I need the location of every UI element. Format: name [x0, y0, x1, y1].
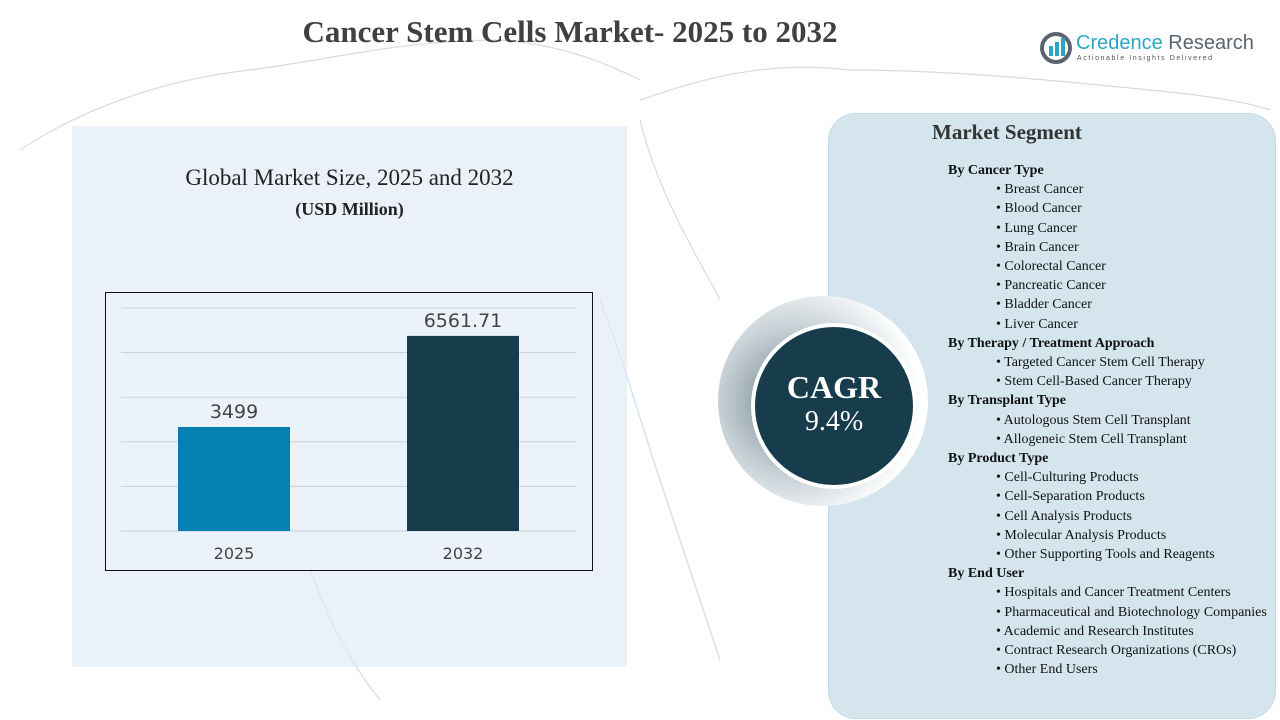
- segment-item: • Liver Cancer: [996, 316, 1078, 332]
- segment-heading: By Product Type: [948, 451, 1049, 467]
- logo-icon: [1040, 32, 1072, 64]
- segment-item: • Other Supporting Tools and Reagents: [996, 547, 1215, 563]
- segment-item: • Brain Cancer: [996, 239, 1079, 255]
- segment-item: • Allogeneic Stem Cell Transplant: [996, 431, 1187, 447]
- cagr-label: CAGR: [786, 369, 882, 405]
- segment-item: • Pancreatic Cancer: [996, 278, 1106, 294]
- segment-item: • Contract Research Organizations (CROs): [996, 643, 1237, 659]
- x-tick-label: 2032: [443, 544, 484, 563]
- segment-item: • Academic and Research Institutes: [996, 623, 1194, 639]
- segment-item: • Cell-Separation Products: [996, 489, 1145, 505]
- logo-name: Credence: [1076, 32, 1163, 54]
- bar-2025: [178, 426, 290, 531]
- segment-item: • Breast Cancer: [996, 182, 1084, 198]
- segment-item: • Stem Cell-Based Cancer Therapy: [996, 374, 1192, 390]
- segment-item: • Targeted Cancer Stem Cell Therapy: [996, 355, 1205, 371]
- segment-item: • Bladder Cancer: [996, 297, 1092, 313]
- segment-item: • Cell Analysis Products: [996, 508, 1132, 524]
- data-label: 6561.71: [424, 310, 503, 332]
- segment-title: Market Segment: [932, 120, 1082, 144]
- bar-2032: [407, 335, 519, 531]
- segment-heading: By End User: [948, 566, 1025, 582]
- segment-item: • Hospitals and Cancer Treatment Centers: [996, 585, 1231, 601]
- segment-heading: By Therapy / Treatment Approach: [948, 335, 1155, 351]
- bar-chart: 3499 2025 6561.71 2032: [105, 292, 593, 571]
- segment-item: • Blood Cancer: [996, 201, 1082, 217]
- segment-heading: By Cancer Type: [948, 163, 1044, 178]
- segment-item: • Cell-Culturing Products: [996, 470, 1139, 486]
- chart-title: Global Market Size, 2025 and 2032: [185, 165, 514, 190]
- segment-item: • Molecular Analysis Products: [996, 527, 1167, 543]
- credence-research-logo: Credence Research Actionable Insights De…: [1040, 30, 1270, 70]
- x-tick-label: 2025: [214, 544, 255, 563]
- data-label: 3499: [210, 401, 258, 423]
- segment-heading: By Transplant Type: [948, 393, 1067, 409]
- bar-chart-svg: 3499 2025 6561.71 2032: [121, 307, 576, 563]
- segment-item: • Pharmaceutical and Biotechnology Compa…: [996, 604, 1267, 620]
- cagr-value: 9.4%: [804, 406, 864, 437]
- segment-item: • Other End Users: [996, 662, 1098, 678]
- page-title: Cancer Stem Cells Market- 2025 to 2032: [302, 14, 838, 49]
- segment-item: • Colorectal Cancer: [996, 259, 1106, 275]
- logo-name-2: Research: [1162, 32, 1254, 54]
- segment-item: • Lung Cancer: [996, 220, 1078, 236]
- chart-unit: (USD Million): [295, 199, 404, 219]
- segment-list: By Cancer Type • Breast Cancer • Blood Can…: [948, 161, 1273, 679]
- cagr-badge: CAGR 9.4%: [751, 323, 917, 489]
- logo-tagline: Actionable Insights Delivered: [1077, 55, 1214, 62]
- segment-item: • Autologous Stem Cell Transplant: [996, 412, 1191, 428]
